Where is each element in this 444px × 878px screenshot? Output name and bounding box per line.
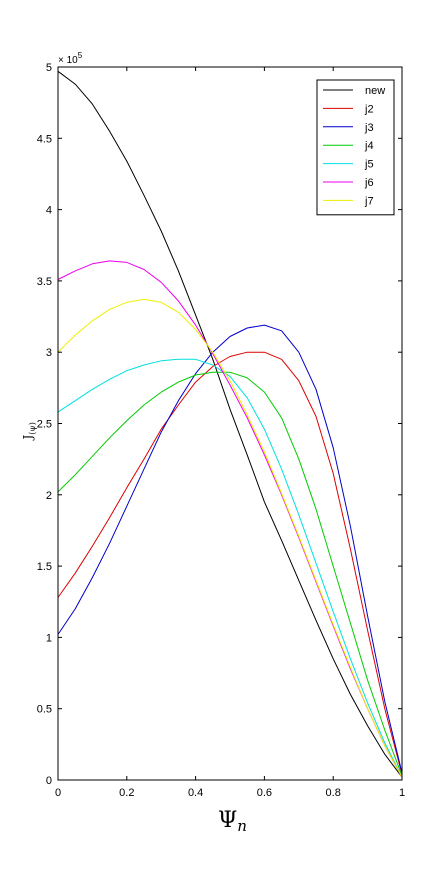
x-tick-label: 0.8 — [326, 787, 341, 799]
series-line-j2 — [57, 351, 403, 775]
series-line-j3 — [57, 324, 403, 774]
legend-label-j6: j6 — [364, 177, 374, 189]
series-line-new — [57, 70, 403, 778]
series-layer — [57, 70, 403, 778]
series-line-j5 — [57, 358, 403, 778]
y-tick-label: 2 — [46, 490, 52, 502]
x-tick-label: 1 — [399, 787, 405, 799]
y-tick-label: 1.5 — [37, 561, 52, 573]
x-tick-label: 0.6 — [257, 787, 272, 799]
legend-label-j5: j5 — [364, 159, 374, 171]
legend-label-j3: j3 — [364, 122, 374, 134]
ticks-layer: 0 0.2 0.4 0.6 0.8 1 0 0.5 1 1.5 2 2.5 3 3.5 4 4.5 5 — [37, 62, 405, 799]
series-line-j4 — [57, 371, 403, 776]
y-tick-label: 3.5 — [37, 276, 52, 288]
y-axis-label-main: J — [21, 435, 35, 442]
y-multiplier-base: × 10 — [58, 55, 78, 66]
y-tick-label: 3 — [46, 347, 52, 359]
y-axis-label-sub: (ψ) — [28, 422, 37, 435]
legend-label-j7: j7 — [364, 195, 374, 207]
y-tick-label: 4 — [46, 205, 52, 217]
legend-box — [316, 79, 395, 216]
series-line-j6 — [57, 260, 403, 778]
series-line-j7 — [57, 298, 403, 778]
y-tick-label: 1 — [46, 632, 52, 644]
y-tick-label: 4.5 — [37, 133, 52, 145]
y-tick-label: 2.5 — [37, 419, 52, 431]
x-tick-label: 0 — [55, 787, 61, 799]
x-axis-label-sub: n — [237, 817, 247, 835]
y-tick-label: 5 — [46, 62, 52, 74]
y-multiplier: × 105 — [58, 51, 83, 66]
x-tick-label: 0.2 — [119, 787, 134, 799]
legend-label-j4: j4 — [364, 140, 374, 152]
y-tick-label: 0 — [46, 775, 52, 787]
legend-label-j2: j2 — [364, 103, 374, 115]
y-tick-label: 0.5 — [37, 704, 52, 716]
legend: new j2 j3 j4 j5 j6 j7 — [316, 79, 395, 216]
x-tick-label: 0.4 — [188, 787, 203, 799]
y-multiplier-exponent: 5 — [78, 51, 83, 60]
y-axis-label: J(ψ) — [21, 422, 37, 441]
x-axis-label-main: Ψ — [218, 808, 237, 833]
legend-label-new: new — [365, 85, 385, 97]
x-axis-label: Ψn — [218, 808, 247, 835]
